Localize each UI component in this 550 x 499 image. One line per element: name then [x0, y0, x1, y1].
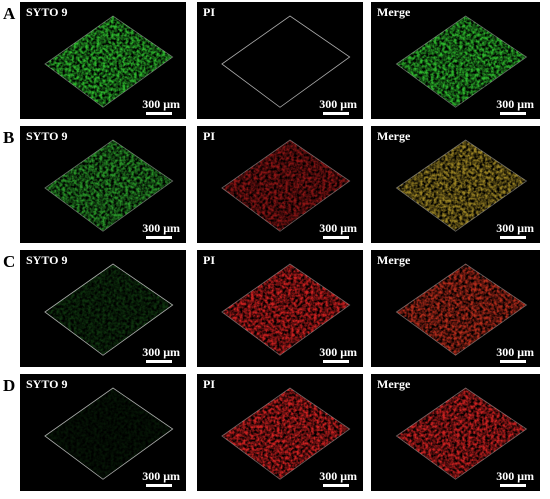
panel-title: SYTO 9 — [26, 5, 67, 19]
bounding-box — [44, 263, 174, 356]
scale-bar — [146, 360, 172, 363]
specimen-3d — [221, 264, 350, 356]
panel-title: PI — [203, 253, 215, 267]
specimen-3d — [396, 140, 527, 232]
row-label: D — [3, 376, 15, 395]
specimen-3d — [221, 388, 350, 480]
scale-label: 300 μm — [496, 97, 534, 111]
scale-label: 300 μm — [319, 469, 357, 483]
panel-title: Merge — [377, 377, 411, 391]
scale-bar — [323, 484, 349, 487]
scale-bar — [500, 236, 526, 239]
panel-title: SYTO 9 — [26, 253, 67, 267]
bounding-box — [395, 387, 528, 480]
bounding-box — [44, 139, 174, 232]
image-panel: SYTO 9 300 μm — [20, 2, 186, 119]
scale-bar — [323, 360, 349, 363]
panel-title: PI — [203, 377, 215, 391]
scale-label: 300 μm — [142, 469, 180, 483]
row-label: A — [3, 4, 16, 23]
image-panel: SYTO 9 300 μm — [20, 250, 186, 367]
row-label: B — [3, 128, 14, 147]
image-panel: Merge 300 μm — [371, 374, 540, 491]
image-panel: PI 300 μm — [197, 126, 363, 243]
panel-title: Merge — [377, 253, 411, 267]
image-panel: PI 300 μm — [197, 374, 363, 491]
specimen-3d — [44, 16, 173, 108]
scale-bar — [146, 112, 172, 115]
image-panel: SYTO 9 300 μm — [20, 374, 186, 491]
specimen-3d — [44, 264, 173, 356]
row-label: C — [3, 252, 15, 271]
bounding-box — [395, 139, 528, 232]
bounding-box — [221, 15, 351, 108]
specimen-3d — [396, 16, 527, 108]
scale-bar — [500, 360, 526, 363]
panel-title: PI — [203, 5, 215, 19]
scale-bar — [323, 236, 349, 239]
bounding-box — [221, 263, 351, 356]
specimen-3d — [396, 388, 527, 480]
scale-label: 300 μm — [496, 221, 534, 235]
panel-title: SYTO 9 — [26, 129, 67, 143]
panel-title: Merge — [377, 129, 411, 143]
bounding-box — [221, 139, 351, 232]
scale-label: 300 μm — [319, 97, 357, 111]
scale-label: 300 μm — [319, 221, 357, 235]
scale-label: 300 μm — [142, 97, 180, 111]
image-panel: Merge 300 μm — [371, 126, 540, 243]
panel-title: PI — [203, 129, 215, 143]
scale-label: 300 μm — [142, 221, 180, 235]
scale-bar — [146, 484, 172, 487]
image-panel: Merge 300 μm — [371, 250, 540, 367]
panel-title: Merge — [377, 5, 411, 19]
scale-bar — [500, 112, 526, 115]
scale-label: 300 μm — [319, 345, 357, 359]
image-panel: PI 300 μm — [197, 250, 363, 367]
bounding-box — [221, 387, 351, 480]
specimen-3d — [44, 140, 173, 232]
scale-bar — [500, 484, 526, 487]
specimen-3d — [44, 388, 173, 480]
image-panel: SYTO 9 300 μm — [20, 126, 186, 243]
bounding-box — [395, 15, 528, 108]
bounding-box — [44, 15, 174, 108]
bounding-box — [44, 387, 174, 480]
specimen-3d — [396, 264, 527, 356]
scale-bar — [323, 112, 349, 115]
image-panel: Merge 300 μm — [371, 2, 540, 119]
scale-bar — [146, 236, 172, 239]
scale-label: 300 μm — [496, 345, 534, 359]
scale-label: 300 μm — [496, 469, 534, 483]
bounding-box — [395, 263, 528, 356]
image-panel: PI 300 μm — [197, 2, 363, 119]
specimen-3d — [221, 140, 350, 232]
panel-background — [197, 2, 363, 119]
panel-title: SYTO 9 — [26, 377, 67, 391]
scale-label: 300 μm — [142, 345, 180, 359]
